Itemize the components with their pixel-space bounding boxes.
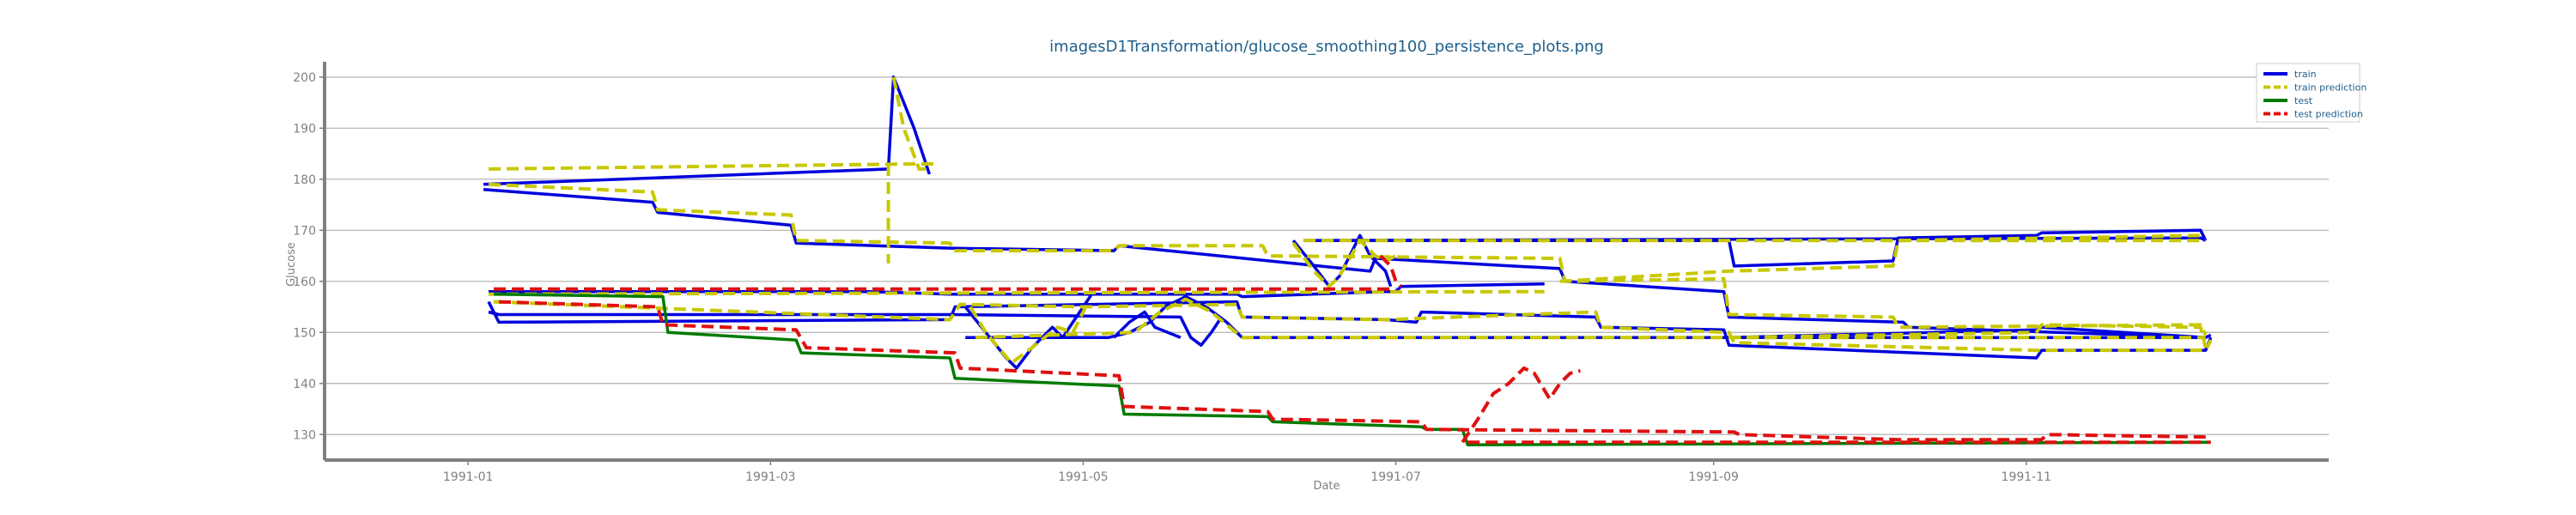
grid-lines bbox=[325, 76, 2329, 435]
series-line-segment bbox=[493, 300, 2213, 353]
x-tick-label: 1991-11 bbox=[2002, 470, 2052, 484]
series-line-segment bbox=[975, 297, 2206, 340]
series-line-segment bbox=[1461, 366, 1581, 444]
series-line-segment bbox=[1379, 254, 1403, 288]
y-ticks: 130 140 150 160 170 180 190 200 bbox=[293, 71, 325, 442]
y-axis-label: Glucose bbox=[285, 242, 298, 287]
series-train-prediction bbox=[488, 76, 2213, 365]
series-line-segment bbox=[483, 187, 2206, 339]
y-tick-label: 170 bbox=[293, 224, 316, 238]
y-tick-label: 140 bbox=[293, 378, 316, 391]
series-line-segment bbox=[1113, 310, 1182, 339]
series-test-prediction bbox=[494, 254, 2211, 445]
series-line-segment bbox=[498, 300, 2211, 442]
series-lines bbox=[483, 76, 2213, 446]
legend-label: train bbox=[2294, 69, 2317, 80]
legend-label: test bbox=[2294, 95, 2313, 106]
y-tick-label: 190 bbox=[293, 122, 316, 136]
legend-label: train prediction bbox=[2294, 82, 2366, 94]
y-tick-label: 130 bbox=[293, 428, 316, 442]
series-line-segment bbox=[1559, 233, 2206, 283]
x-tick-label: 1991-01 bbox=[443, 470, 494, 484]
series-line-segment bbox=[488, 289, 1545, 296]
y-tick-label: 180 bbox=[293, 173, 316, 187]
x-ticks: 1991-01 1991-03 1991-05 1991-07 1991-09 1991-… bbox=[443, 460, 2051, 484]
x-tick-label: 1991-07 bbox=[1370, 470, 1421, 484]
series-line-segment bbox=[488, 162, 935, 171]
x-tick-label: 1991-03 bbox=[745, 470, 796, 484]
x-tick-label: 1991-09 bbox=[1688, 470, 1739, 484]
x-tick-label: 1991-05 bbox=[1058, 470, 1109, 484]
series-line-segment bbox=[1291, 239, 1397, 288]
y-tick-label: 150 bbox=[293, 326, 316, 340]
series-line-segment bbox=[488, 182, 2208, 336]
series-line-segment bbox=[969, 300, 1091, 365]
series-line-segment bbox=[1728, 323, 2208, 348]
y-tick-label: 160 bbox=[293, 276, 316, 289]
x-axis-label: Date bbox=[1313, 480, 1340, 493]
series-line-segment bbox=[488, 310, 1224, 347]
y-tick-label: 200 bbox=[293, 71, 316, 85]
chart-title: imagesD1Transformation/glucose_smoothing… bbox=[1049, 38, 1604, 56]
series-line-segment bbox=[891, 76, 930, 171]
legend-label: test prediction bbox=[2294, 109, 2363, 120]
